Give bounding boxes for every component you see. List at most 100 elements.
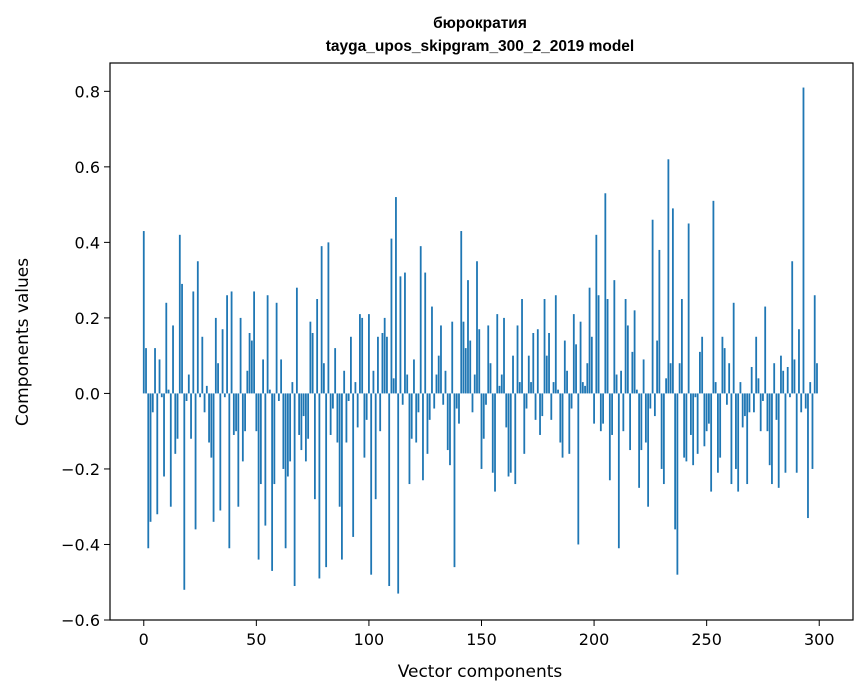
bar-225 bbox=[649, 393, 652, 409]
bar-102 bbox=[372, 370, 375, 394]
bar-242 bbox=[687, 223, 690, 394]
bar-283 bbox=[780, 355, 782, 394]
bar-269 bbox=[748, 393, 751, 413]
bar-68 bbox=[295, 287, 298, 394]
bar-97 bbox=[361, 317, 364, 394]
bar-85 bbox=[334, 348, 337, 394]
bar-258 bbox=[723, 348, 726, 394]
bar-164 bbox=[512, 355, 514, 394]
plot-frame bbox=[109, 62, 854, 621]
bar-3 bbox=[149, 393, 152, 522]
bar-39 bbox=[230, 291, 233, 394]
bar-64 bbox=[286, 393, 289, 477]
bar-150 bbox=[480, 393, 483, 469]
bar-218 bbox=[633, 310, 636, 394]
bar-287 bbox=[789, 393, 791, 398]
bar-26 bbox=[201, 336, 204, 394]
bar-280 bbox=[773, 363, 776, 394]
bar-10 bbox=[165, 302, 168, 394]
bar-178 bbox=[543, 299, 546, 394]
bar-176 bbox=[539, 393, 541, 435]
bar-129 bbox=[433, 393, 436, 409]
bar-58 bbox=[273, 393, 276, 485]
bar-2 bbox=[147, 393, 150, 549]
bar-108 bbox=[386, 336, 388, 394]
bar-159 bbox=[500, 374, 503, 394]
bar-278 bbox=[768, 393, 771, 466]
bar-113 bbox=[397, 393, 400, 594]
bar-249 bbox=[703, 393, 706, 447]
bar-91 bbox=[347, 393, 350, 401]
bar-89 bbox=[343, 370, 346, 394]
bar-191 bbox=[572, 314, 575, 394]
bar-12 bbox=[169, 393, 172, 507]
bar-271 bbox=[753, 393, 755, 413]
bar-63 bbox=[284, 393, 287, 549]
bar-141 bbox=[460, 231, 463, 394]
bar-92 bbox=[350, 336, 352, 394]
bar-72 bbox=[304, 393, 307, 462]
bar-182 bbox=[552, 382, 555, 394]
bar-86 bbox=[336, 393, 339, 443]
bar-51 bbox=[257, 393, 260, 560]
bar-172 bbox=[530, 382, 532, 394]
bar-33 bbox=[217, 363, 219, 394]
bar-217 bbox=[631, 351, 634, 394]
bar-74 bbox=[309, 321, 312, 394]
bar-192 bbox=[575, 344, 577, 394]
bar-199 bbox=[590, 336, 593, 394]
bar-153 bbox=[487, 325, 490, 394]
bar-88 bbox=[341, 393, 343, 560]
bar-254 bbox=[714, 382, 717, 394]
bar-209 bbox=[613, 280, 616, 394]
bar-21 bbox=[190, 393, 192, 439]
bar-226 bbox=[651, 219, 654, 394]
bar-137 bbox=[451, 321, 454, 394]
bar-79 bbox=[320, 246, 323, 394]
bar-297 bbox=[811, 393, 814, 469]
bar-190 bbox=[570, 393, 573, 409]
x-tick-label: 300 bbox=[804, 630, 835, 649]
bar-120 bbox=[413, 359, 415, 394]
bar-263 bbox=[735, 393, 737, 469]
y-tick-label: −0.4 bbox=[61, 535, 100, 554]
bar-99 bbox=[365, 393, 368, 420]
bar-215 bbox=[626, 325, 629, 394]
bar-83 bbox=[329, 393, 332, 435]
bar-45 bbox=[244, 393, 246, 432]
bar-81 bbox=[325, 393, 328, 568]
bar-207 bbox=[608, 393, 611, 481]
bar-165 bbox=[514, 393, 517, 485]
x-tick-label: 200 bbox=[579, 630, 610, 649]
bar-231 bbox=[662, 393, 665, 485]
bar-49 bbox=[253, 291, 255, 394]
bar-259 bbox=[726, 393, 728, 405]
y-tick-label: 0.6 bbox=[75, 158, 100, 177]
bar-148 bbox=[476, 261, 478, 394]
bar-257 bbox=[721, 336, 724, 394]
bar-96 bbox=[359, 314, 361, 394]
bar-243 bbox=[689, 393, 692, 435]
bar-52 bbox=[259, 393, 262, 485]
bar-101 bbox=[370, 393, 373, 575]
bar-55 bbox=[266, 295, 269, 394]
bar-205 bbox=[604, 193, 607, 394]
bar-296 bbox=[809, 382, 812, 394]
bar-253 bbox=[712, 200, 715, 394]
bar-216 bbox=[629, 393, 631, 451]
y-tick-label: 0.0 bbox=[75, 384, 100, 403]
bar-143 bbox=[464, 348, 467, 394]
bar-59 bbox=[275, 302, 278, 394]
bar-193 bbox=[577, 393, 580, 545]
bar-208 bbox=[611, 393, 613, 435]
x-axis-ticks: 0 50 100 150 200 250 300 bbox=[139, 620, 835, 649]
bar-197 bbox=[586, 363, 589, 394]
bar-224 bbox=[647, 393, 650, 507]
bar-163 bbox=[509, 393, 512, 473]
bar-95 bbox=[356, 393, 359, 428]
bar-73 bbox=[307, 393, 310, 439]
bar-87 bbox=[338, 393, 341, 507]
bar-234 bbox=[669, 363, 672, 394]
bar-30 bbox=[210, 393, 213, 458]
bar-157 bbox=[496, 314, 499, 394]
